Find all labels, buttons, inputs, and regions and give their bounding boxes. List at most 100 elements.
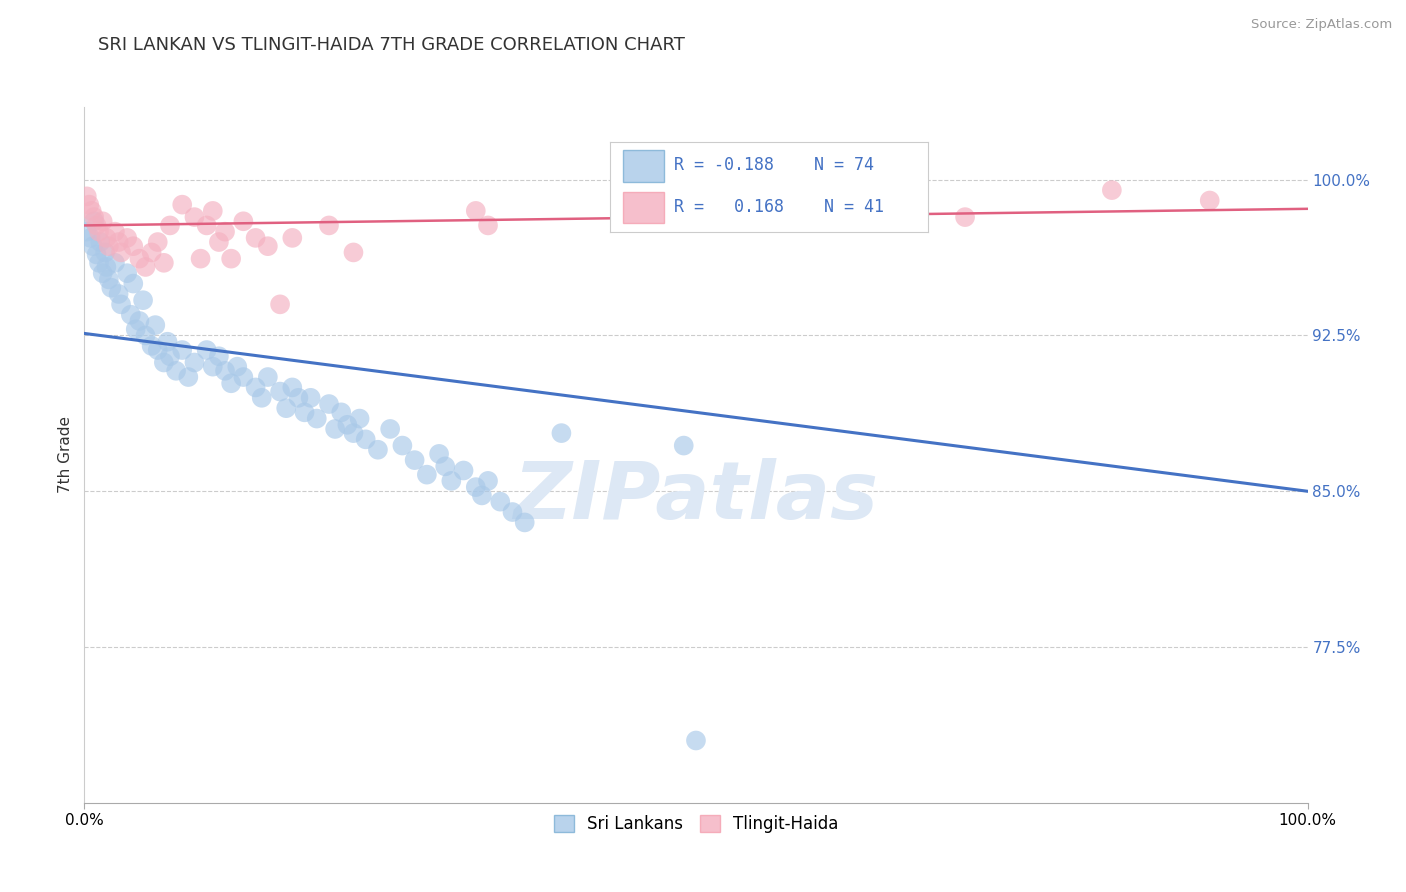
- Point: [80, 203, 103, 218]
- Point: [104, 225, 127, 239]
- Point: [110, 297, 132, 311]
- Point: [94, 245, 117, 260]
- Point: [219, 376, 242, 391]
- Point: [342, 245, 364, 260]
- Point: [177, 370, 200, 384]
- Point: [89, 235, 111, 249]
- Point: [107, 235, 129, 249]
- Point: [513, 516, 536, 530]
- Point: [464, 480, 486, 494]
- Point: [464, 203, 486, 218]
- Point: [905, 197, 928, 211]
- Point: [257, 239, 280, 253]
- Point: [79, 231, 101, 245]
- Point: [281, 380, 304, 394]
- Point: [97, 239, 120, 253]
- Point: [146, 235, 169, 249]
- Point: [269, 297, 291, 311]
- Point: [159, 219, 181, 233]
- Point: [323, 422, 346, 436]
- Point: [100, 281, 122, 295]
- Point: [96, 260, 118, 274]
- Point: [404, 453, 426, 467]
- Point: [281, 231, 304, 245]
- Point: [96, 231, 118, 245]
- Point: [159, 349, 181, 363]
- Point: [201, 359, 224, 374]
- Point: [318, 397, 340, 411]
- Point: [219, 252, 242, 266]
- Point: [367, 442, 389, 457]
- Point: [208, 235, 231, 249]
- Point: [232, 214, 254, 228]
- Point: [427, 447, 450, 461]
- Point: [354, 433, 377, 447]
- Point: [257, 370, 280, 384]
- Point: [299, 391, 322, 405]
- Point: [190, 252, 212, 266]
- Point: [287, 391, 309, 405]
- Point: [153, 355, 176, 369]
- Point: [416, 467, 439, 482]
- Point: [232, 370, 254, 384]
- Point: [489, 494, 512, 508]
- Point: [342, 426, 364, 441]
- Point: [453, 463, 475, 477]
- Point: [477, 219, 499, 233]
- Point: [245, 380, 267, 394]
- Point: [77, 197, 100, 211]
- Point: [115, 231, 138, 245]
- Point: [87, 225, 110, 239]
- Point: [1198, 194, 1220, 208]
- Point: [82, 239, 104, 253]
- Point: [672, 439, 695, 453]
- Point: [550, 426, 572, 441]
- Text: SRI LANKAN VS TLINGIT-HAIDA 7TH GRADE CORRELATION CHART: SRI LANKAN VS TLINGIT-HAIDA 7TH GRADE CO…: [98, 36, 685, 54]
- Point: [269, 384, 291, 399]
- Point: [318, 219, 340, 233]
- Point: [172, 197, 194, 211]
- Point: [294, 405, 316, 419]
- Point: [91, 266, 114, 280]
- Point: [330, 405, 353, 419]
- Point: [83, 210, 105, 224]
- Point: [146, 343, 169, 357]
- Point: [183, 355, 205, 369]
- Point: [153, 256, 176, 270]
- Point: [391, 439, 413, 453]
- Point: [276, 401, 298, 416]
- Legend: Sri Lankans, Tlingit-Haida: Sri Lankans, Tlingit-Haida: [547, 808, 845, 839]
- Point: [195, 343, 218, 357]
- Point: [201, 203, 224, 218]
- Point: [122, 239, 145, 253]
- Point: [135, 260, 157, 274]
- Point: [477, 474, 499, 488]
- Point: [125, 322, 148, 336]
- Text: ZIPatlas: ZIPatlas: [513, 458, 879, 536]
- Point: [471, 488, 494, 502]
- Point: [502, 505, 524, 519]
- Point: [208, 349, 231, 363]
- Point: [132, 293, 155, 308]
- Point: [156, 334, 179, 349]
- Point: [685, 733, 707, 747]
- Y-axis label: 7th Grade: 7th Grade: [58, 417, 73, 493]
- Point: [120, 308, 142, 322]
- Point: [83, 214, 105, 228]
- Point: [107, 287, 129, 301]
- Point: [349, 411, 371, 425]
- Point: [434, 459, 457, 474]
- Point: [226, 359, 249, 374]
- Point: [214, 364, 236, 378]
- Point: [440, 474, 463, 488]
- Point: [76, 225, 98, 239]
- Point: [122, 277, 145, 291]
- Point: [172, 343, 194, 357]
- Point: [87, 256, 110, 270]
- Point: [305, 411, 328, 425]
- Point: [165, 364, 187, 378]
- Point: [104, 256, 127, 270]
- Text: Source: ZipAtlas.com: Source: ZipAtlas.com: [1251, 18, 1392, 31]
- Point: [141, 339, 163, 353]
- Point: [183, 210, 205, 224]
